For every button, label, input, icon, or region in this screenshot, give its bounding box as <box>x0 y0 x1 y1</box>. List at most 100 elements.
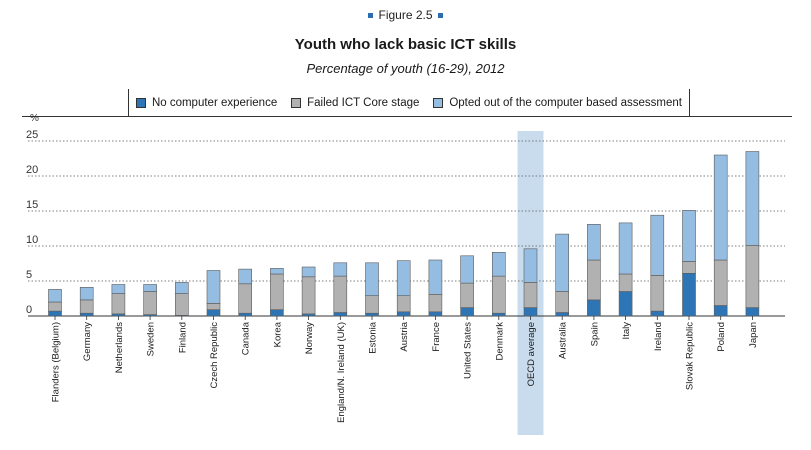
bar-flanders-belgium-s2 <box>48 301 62 312</box>
x-tick-label-sweden: Sweden <box>146 322 157 356</box>
bar-germany-s2 <box>79 299 94 314</box>
bar-ireland-s2 <box>650 275 665 312</box>
bar-italy-s1 <box>618 291 633 317</box>
bar-estonia-s2 <box>365 295 379 314</box>
bar-oecd-average-s1 <box>523 307 538 317</box>
bar-france-s2 <box>428 293 443 313</box>
bar-czech-republic-s1 <box>206 309 221 317</box>
x-tick-label-ireland: Ireland <box>653 322 664 351</box>
bar-sweden-s3 <box>143 284 157 292</box>
legend-item-failed-core: Failed ICT Core stage <box>291 97 419 109</box>
bar-denmark-s3 <box>491 252 506 277</box>
legend-label-no-computer: No computer experience <box>151 96 278 109</box>
x-tick-label-estonia: Estonia <box>368 321 379 353</box>
y-tick-label: 10 <box>26 234 38 246</box>
bar-poland-s1 <box>713 305 728 317</box>
bar-canada-s2 <box>238 283 252 314</box>
bar-finland-s3 <box>175 282 189 294</box>
bar-italy-s2 <box>618 273 633 292</box>
bar-estonia-s3 <box>365 262 379 296</box>
x-tick-label-united-states: United States <box>463 322 474 379</box>
x-tick-label-spain: Spain <box>589 322 600 346</box>
bar-sweden-s2 <box>143 291 157 315</box>
bar-japan-s1 <box>745 307 760 317</box>
x-tick-label-denmark: Denmark <box>494 322 505 361</box>
bar-estonia-s1 <box>365 312 379 317</box>
bar-czech-republic-s3 <box>206 270 221 304</box>
bar-czech-republic-s2 <box>206 303 221 310</box>
bar-oecd-average-s3 <box>523 248 538 283</box>
x-tick-label-finland: Finland <box>177 322 188 353</box>
x-tick-label-slovak-republic: Slovak Republic <box>685 322 696 390</box>
figure-label: Figure 2.5 <box>0 8 811 22</box>
bar-japan-s2 <box>745 245 760 308</box>
bar-germany-s1 <box>79 312 94 317</box>
bar-united-states-s1 <box>460 307 474 317</box>
bar-austria-s1 <box>396 311 411 317</box>
y-tick-label: 15 <box>26 199 38 211</box>
y-tick-label: 20 <box>26 164 38 176</box>
legend-swatch-failed-core <box>291 97 302 108</box>
y-tick-label: 25 <box>26 129 38 141</box>
bar-england-n-ireland-uk-s2 <box>333 275 348 313</box>
bar-spain-s2 <box>587 259 601 301</box>
x-tick-label-italy: Italy <box>621 322 632 340</box>
x-tick-label-czech-republic: Czech Republic <box>209 322 220 389</box>
bar-france-s1 <box>428 311 443 317</box>
x-tick-label-poland: Poland <box>716 322 727 352</box>
bar-finland-s2 <box>175 293 189 316</box>
bar-netherlands-s1 <box>111 313 126 317</box>
bar-norway-s3 <box>301 266 316 278</box>
bar-australia-s1 <box>555 312 570 317</box>
x-tick-label-japan: Japan <box>748 322 759 348</box>
bar-ireland-s3 <box>650 214 665 276</box>
chart-title: Youth who lack basic ICT skills <box>294 36 517 53</box>
bar-united-states-s3 <box>460 255 474 284</box>
bar-slovak-republic-s2 <box>682 261 696 274</box>
bar-canada-s3 <box>238 268 252 285</box>
square-icon <box>368 13 374 19</box>
bar-netherlands-s2 <box>111 293 126 315</box>
x-tick-label-france: France <box>431 322 442 352</box>
square-icon <box>437 13 443 19</box>
bar-denmark-s2 <box>491 275 506 314</box>
bar-japan-s3 <box>745 151 760 246</box>
bar-denmark-s1 <box>491 312 506 317</box>
bar-slovak-republic-s3 <box>682 210 696 262</box>
legend-swatch-no-computer <box>135 97 146 108</box>
bar-slovak-republic-s1 <box>682 272 696 317</box>
bar-poland-s2 <box>713 259 728 306</box>
bar-flanders-belgium-s3 <box>48 289 62 303</box>
x-tick-label-england-n-ireland-uk: England/N. Ireland (UK) <box>336 322 347 423</box>
y-tick-label: 5 <box>26 269 32 281</box>
bar-korea-s1 <box>270 309 284 317</box>
x-tick-label-canada: Canada <box>241 321 252 355</box>
bar-united-states-s2 <box>460 282 474 308</box>
bar-australia-s3 <box>555 233 570 292</box>
bar-norway-s2 <box>301 276 316 315</box>
y-unit-label: % <box>30 113 39 124</box>
bar-korea-s2 <box>270 273 284 311</box>
bar-australia-s2 <box>555 291 570 313</box>
bar-ireland-s1 <box>650 310 665 317</box>
x-tick-label-oecd-average: OECD average <box>526 322 537 386</box>
legend-label-failed-core: Failed ICT Core stage <box>307 96 420 109</box>
x-tick-label-netherlands: Netherlands <box>114 322 125 373</box>
legend-rule <box>22 116 792 117</box>
chart-subtitle: Percentage of youth (16-29), 2012 <box>306 61 505 76</box>
bar-austria-s3 <box>396 260 411 297</box>
bar-england-n-ireland-uk-s3 <box>333 262 348 277</box>
bar-oecd-average-s2 <box>523 282 538 308</box>
legend-swatch-opted-out <box>433 97 444 108</box>
figure-label-text: Figure 2.5 <box>378 8 433 22</box>
x-tick-label-austria: Austria <box>399 321 410 351</box>
bar-netherlands-s3 <box>111 284 126 294</box>
legend-label-opted-out: Opted out of the computer based assessme… <box>449 96 683 109</box>
legend-item-no-computer: No computer experience <box>135 96 278 109</box>
legend-item-opted-out: Opted out of the computer based assessme… <box>433 97 682 109</box>
x-tick-label-flanders-belgium: Flanders (Belgium) <box>51 322 62 402</box>
x-tick-label-norway: Norway <box>304 322 315 354</box>
bar-poland-s3 <box>713 154 728 261</box>
bar-spain-s3 <box>587 224 601 261</box>
